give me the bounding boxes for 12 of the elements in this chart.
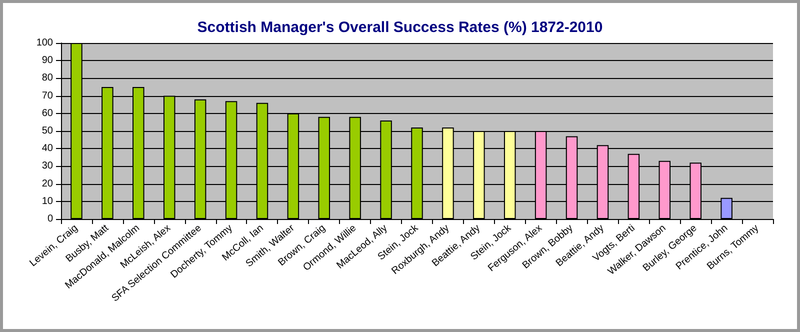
y-tick-label: 90 — [42, 55, 54, 66]
y-tick-label: 80 — [42, 72, 54, 84]
y-tick-label: 40 — [42, 143, 54, 154]
y-tick-label: 20 — [42, 178, 54, 190]
y-tick-label: 60 — [42, 108, 54, 119]
y-tick-label: 50 — [42, 126, 54, 136]
chart-title: Scottish Manager's Overall Success Rates (%) 1872-2010 — [197, 19, 603, 36]
y-tick-label: 30 — [42, 160, 54, 172]
y-tick-label: 100 — [36, 38, 54, 48]
y-tick-label: 0 — [47, 214, 54, 224]
y-tick-label: 70 — [42, 90, 54, 102]
y-tick-label: 10 — [42, 196, 54, 207]
